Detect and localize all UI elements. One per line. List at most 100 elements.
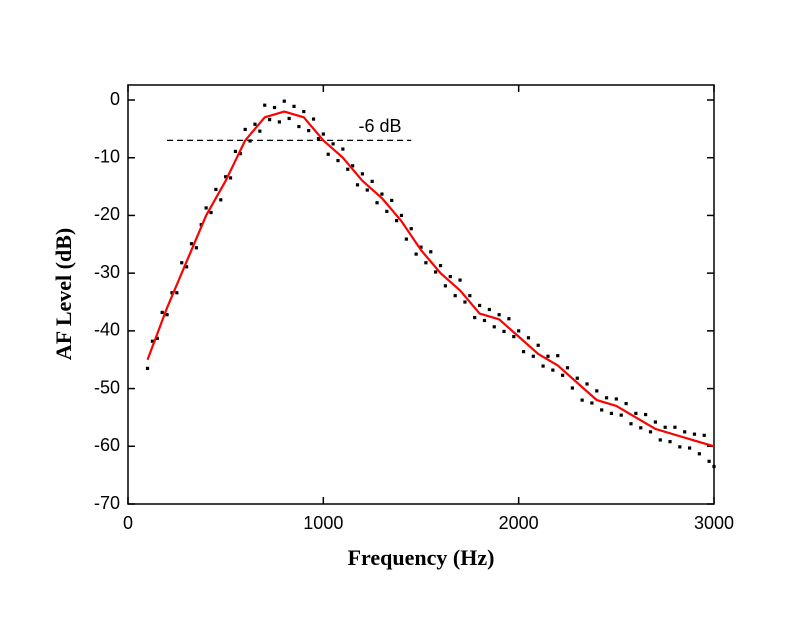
data-point	[512, 335, 516, 339]
data-point	[585, 382, 589, 386]
data-point	[253, 122, 257, 126]
data-point	[404, 237, 408, 241]
data-point	[668, 440, 672, 444]
plot-frame	[127, 84, 715, 505]
data-point	[521, 350, 526, 354]
data-point	[204, 206, 208, 210]
data-point	[692, 432, 697, 436]
data-point	[336, 159, 340, 163]
data-point	[531, 354, 535, 358]
data-point	[570, 386, 574, 390]
data-point	[316, 137, 321, 141]
data-point	[414, 252, 418, 256]
data-point	[702, 433, 706, 437]
data-point	[565, 366, 570, 370]
data-point	[287, 116, 291, 121]
data-point	[438, 264, 443, 268]
y-tick-label: -30	[94, 262, 120, 282]
data-point	[556, 354, 560, 358]
x-tick-label: 3000	[694, 513, 734, 533]
data-point	[321, 132, 325, 136]
annotation: -6 dB	[358, 116, 401, 136]
data-point	[663, 425, 667, 429]
y-tick-label: 0	[110, 89, 120, 109]
data-point	[648, 430, 653, 434]
data-point	[424, 261, 428, 265]
data-point	[160, 310, 164, 314]
data-point	[150, 339, 155, 343]
data-point	[189, 242, 194, 246]
data-point	[687, 446, 692, 450]
data-point	[311, 117, 316, 121]
data-point	[375, 201, 379, 205]
data-point	[502, 329, 506, 334]
data-point	[399, 213, 404, 218]
data-point	[355, 183, 360, 187]
data-point	[224, 175, 228, 179]
data-point	[194, 246, 198, 250]
data-point	[370, 179, 374, 183]
data-point	[297, 124, 301, 129]
data-point	[155, 336, 159, 340]
x-tick-label: 1000	[303, 513, 343, 533]
data-point	[409, 227, 413, 231]
data-point	[517, 329, 521, 333]
data-point	[341, 147, 345, 151]
data-point	[551, 368, 555, 372]
data-point	[277, 120, 281, 124]
data-point	[170, 291, 174, 295]
data-point	[258, 129, 262, 133]
data-point	[561, 373, 565, 377]
y-axis-title: AF Level (dB)	[51, 228, 76, 360]
data-point	[683, 430, 687, 434]
y-tick-label: -60	[94, 435, 120, 455]
data-point	[365, 188, 369, 192]
data-point	[458, 278, 462, 282]
data-point	[624, 401, 628, 406]
data-point	[707, 459, 711, 463]
data-point	[385, 209, 389, 213]
data-point	[145, 366, 150, 370]
data-point	[600, 408, 604, 412]
data-point	[658, 438, 662, 442]
data-point	[580, 398, 584, 402]
data-point	[497, 313, 501, 317]
data-point	[541, 364, 545, 368]
data-point	[302, 109, 306, 114]
data-point	[243, 127, 247, 132]
data-point	[209, 210, 213, 215]
data-line	[146, 110, 715, 448]
data-point	[238, 152, 242, 156]
data-point	[272, 105, 277, 110]
data-point	[609, 411, 614, 415]
data-point	[463, 300, 467, 304]
data-point	[678, 445, 682, 449]
data-point	[351, 164, 355, 168]
data-point	[175, 291, 179, 295]
data-point	[185, 265, 189, 269]
data-point	[536, 343, 540, 347]
y-tick-label: -70	[94, 493, 120, 513]
data-point	[394, 219, 399, 223]
data-point	[434, 270, 438, 274]
data-point	[326, 152, 330, 156]
data-point	[604, 396, 609, 400]
data-point	[448, 275, 452, 279]
data-point	[233, 149, 238, 153]
data-point	[634, 411, 638, 415]
data-point	[360, 172, 364, 176]
y-tick-label: -50	[94, 377, 120, 397]
data-point	[644, 412, 648, 417]
data-point	[268, 118, 272, 122]
data-point	[429, 250, 433, 254]
data-point	[346, 167, 350, 171]
x-axis-title: Frequency (Hz)	[348, 545, 495, 570]
data-point	[653, 420, 657, 424]
x-tick-label: 2000	[499, 513, 539, 533]
data-point	[468, 294, 472, 298]
data-point	[307, 128, 311, 133]
data-point	[526, 336, 531, 340]
data-point	[673, 425, 677, 429]
data-point	[507, 317, 511, 321]
